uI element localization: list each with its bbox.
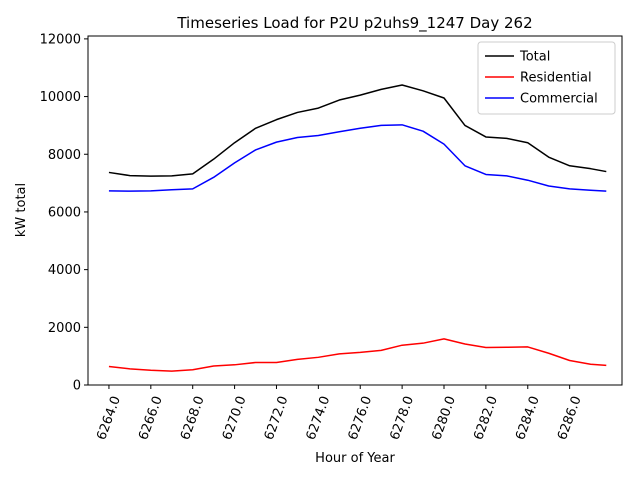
series-line-residential bbox=[108, 338, 607, 372]
y-tick-label: 4000 bbox=[48, 263, 81, 278]
legend-label-commercial: Commercial bbox=[520, 92, 598, 107]
series-line-commercial bbox=[108, 124, 607, 192]
y-tick-label: 6000 bbox=[48, 205, 81, 220]
x-axis-label: Hour of Year bbox=[315, 451, 395, 466]
x-tick-label: 6264.0 bbox=[94, 394, 124, 442]
x-tick-label: 6282.0 bbox=[471, 394, 501, 442]
y-tick-label: 12000 bbox=[40, 32, 81, 47]
x-tick-label: 6280.0 bbox=[429, 394, 459, 442]
legend-label-residential: Residential bbox=[520, 71, 592, 86]
x-tick-label: 6276.0 bbox=[346, 394, 376, 442]
legend-label-total: Total bbox=[519, 50, 550, 65]
y-tick-label: 8000 bbox=[48, 148, 81, 163]
y-tick-label: 2000 bbox=[48, 321, 81, 336]
plot-frame bbox=[87, 35, 623, 386]
y-tick-label: 10000 bbox=[40, 90, 81, 105]
x-tick-label: 6266.0 bbox=[136, 394, 166, 442]
x-tick-label: 6270.0 bbox=[220, 394, 250, 442]
x-tick-label: 6268.0 bbox=[178, 394, 208, 442]
series-line-total bbox=[108, 84, 607, 177]
x-tick-label: 6278.0 bbox=[387, 394, 417, 442]
legend-box bbox=[477, 41, 616, 115]
x-tick-label: 6274.0 bbox=[304, 394, 334, 442]
series-layer bbox=[108, 84, 607, 372]
legend: Total Residential Commercial bbox=[477, 41, 616, 115]
x-tick-label: 6284.0 bbox=[513, 394, 543, 442]
x-tick-label: 6272.0 bbox=[262, 394, 292, 442]
y-axis-label: kW total bbox=[14, 183, 29, 237]
x-tick-label: 6286.0 bbox=[555, 394, 585, 442]
chart-title: Timeseries Load for P2U p2uhs9_1247 Day … bbox=[176, 14, 532, 33]
y-tick-label: 0 bbox=[73, 379, 81, 394]
